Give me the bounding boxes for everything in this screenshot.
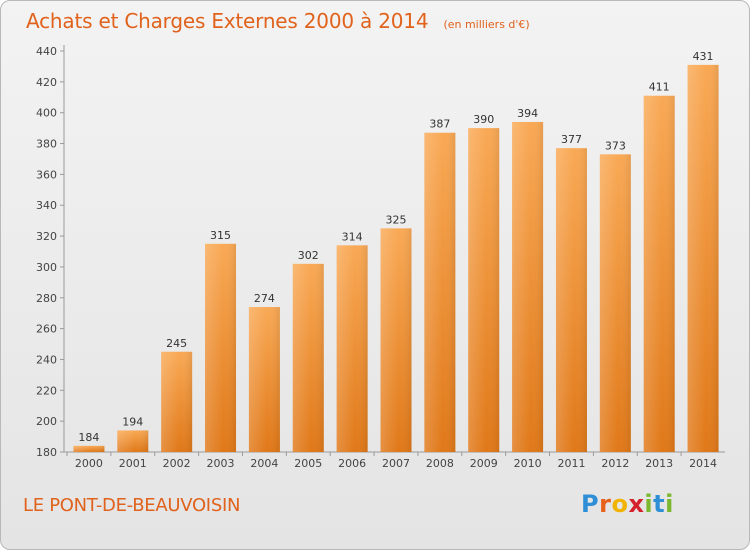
- value-label: 431: [693, 50, 714, 63]
- bar-shading: [380, 228, 412, 452]
- value-label: 184: [78, 431, 99, 444]
- x-tick-label: 2009: [470, 457, 498, 470]
- x-tick-label: 2014: [689, 457, 717, 470]
- x-tick-label: 2000: [75, 457, 103, 470]
- bar-shading: [643, 95, 675, 452]
- x-tick-label: 2004: [250, 457, 278, 470]
- value-label: 315: [210, 229, 231, 242]
- y-tick-label: 280: [36, 292, 57, 305]
- x-tick-label: 2011: [557, 457, 585, 470]
- value-label: 325: [386, 213, 407, 226]
- bar-shading: [73, 445, 105, 452]
- bar-shading: [161, 351, 193, 452]
- proxiti-logo: Proxiti: [581, 490, 674, 518]
- axes: 180 200 220 240 260 280 300 320 340 360 380 400 420 4…: [36, 45, 725, 470]
- y-tick-label: 240: [36, 353, 57, 366]
- y-tick-label: 220: [36, 384, 57, 397]
- x-tick-label: 2006: [338, 457, 366, 470]
- x-tick-label: 2010: [514, 457, 542, 470]
- bar-shading: [292, 263, 324, 452]
- value-label: 314: [342, 230, 363, 243]
- y-tick-label: 440: [36, 45, 57, 58]
- value-label: 394: [517, 107, 538, 120]
- bar-shading: [599, 154, 631, 453]
- x-tick-label: 2005: [294, 457, 322, 470]
- value-label: 377: [561, 133, 582, 146]
- chart-title: Achats et Charges Externes 2000 à 2014 (…: [26, 9, 530, 33]
- bar-shading: [205, 243, 237, 452]
- logo-letter: i: [665, 490, 674, 518]
- value-label: 274: [254, 292, 275, 305]
- y-tick-label: 380: [36, 138, 57, 151]
- value-label: 387: [429, 118, 450, 131]
- bar-shading: [248, 307, 280, 452]
- logo-letter: i: [644, 490, 654, 518]
- x-tick-label: 2008: [426, 457, 454, 470]
- x-tick-label: 2013: [645, 457, 673, 470]
- logo-letter: r: [599, 490, 612, 518]
- value-label: 411: [649, 81, 670, 94]
- value-label: 373: [605, 139, 626, 152]
- bar-shading: [468, 128, 500, 452]
- x-tick-label: 2012: [601, 457, 629, 470]
- y-tick-label: 180: [36, 446, 57, 459]
- logo-letter: P: [581, 490, 600, 518]
- bars: [73, 64, 719, 453]
- bar-shading: [687, 64, 719, 452]
- title-main: Achats et Charges Externes 2000 à 2014: [26, 9, 429, 33]
- x-tick-label: 2001: [119, 457, 147, 470]
- value-labels: 184 194 245 315 274 302 314 325 387 390 394 377 373 4…: [78, 50, 713, 444]
- value-label: 245: [166, 337, 187, 350]
- title-unit: (en milliers d'€): [443, 18, 530, 31]
- bar-shading: [336, 245, 368, 452]
- y-tick-label: 260: [36, 323, 57, 336]
- y-tick-label: 400: [36, 107, 57, 120]
- bar-shading: [512, 121, 544, 452]
- value-label: 194: [122, 415, 143, 428]
- y-tick-label: 360: [36, 168, 57, 181]
- bar-shading: [555, 148, 587, 452]
- logo-letter: x: [628, 490, 645, 518]
- y-tick-label: 340: [36, 199, 57, 212]
- value-label: 302: [298, 249, 319, 262]
- x-tick-label: 2007: [382, 457, 410, 470]
- y-tick-label: 420: [36, 76, 57, 89]
- bar-shading: [424, 132, 456, 452]
- x-tick-label: 2002: [163, 457, 191, 470]
- value-label: 390: [473, 113, 494, 126]
- y-tick-label: 200: [36, 415, 57, 428]
- y-tick-label: 320: [36, 230, 57, 243]
- commune-name: LE PONT-DE-BEAUVOISIN: [23, 495, 241, 516]
- logo-letter: t: [653, 490, 666, 518]
- bar-shading: [117, 430, 149, 452]
- logo-letter: o: [611, 490, 629, 518]
- y-tick-label: 300: [36, 261, 57, 274]
- x-tick-label: 2003: [207, 457, 235, 470]
